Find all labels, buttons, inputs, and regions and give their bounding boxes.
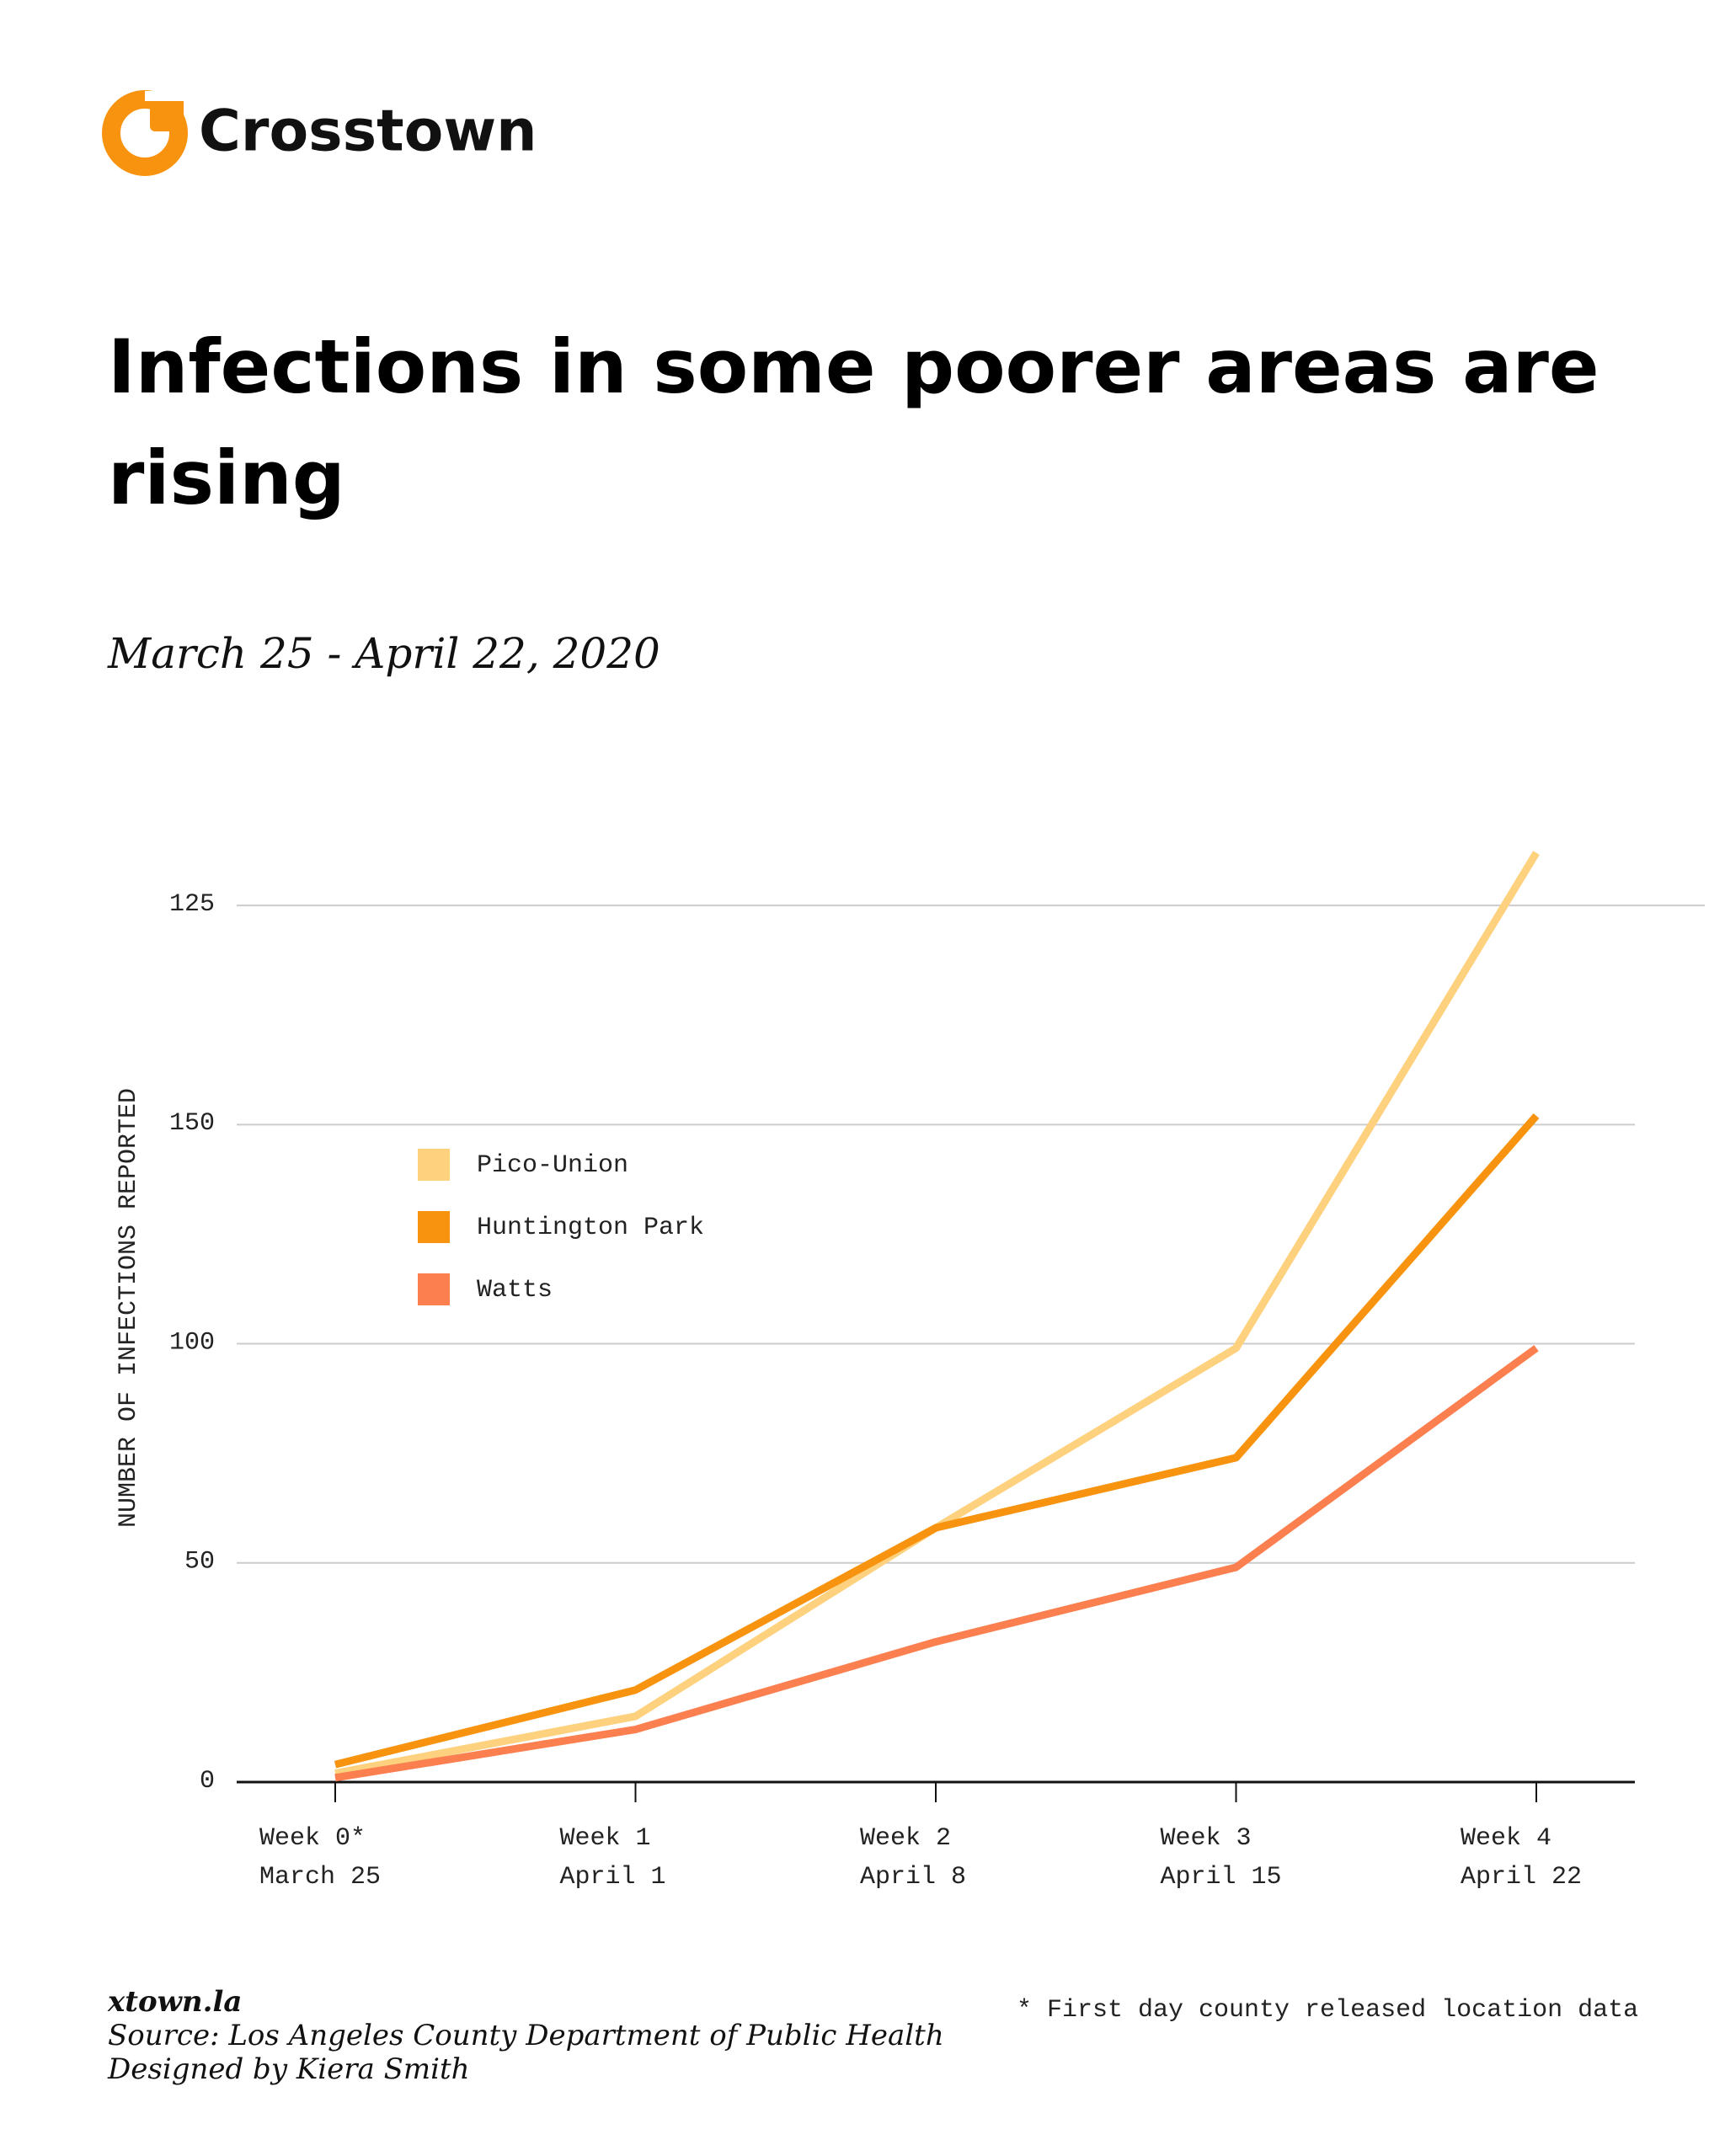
x-tick-date: April 8: [860, 1863, 966, 1892]
x-tick-date: April 1: [560, 1863, 666, 1892]
legend-label: Huntington Park: [477, 1214, 704, 1242]
x-tick-label: Week 3: [1161, 1824, 1252, 1853]
footer-site: xtown.la: [107, 1985, 242, 2019]
x-tick-label: Week 1: [560, 1824, 651, 1853]
chart-title: Infections in some poorer areas are risi…: [108, 323, 1599, 521]
y-tick-label: 125: [169, 890, 215, 919]
x-tick-date: March 25: [259, 1863, 381, 1892]
x-tick-date: April 22: [1461, 1863, 1582, 1892]
legend-swatch: [418, 1211, 450, 1243]
series-line: [334, 1345, 1539, 1782]
series-line: [334, 851, 1540, 1778]
logo-gap: [145, 91, 187, 101]
x-tick-label: Week 4: [1461, 1824, 1551, 1853]
x-tick-label: Week 0*: [259, 1824, 366, 1853]
logo-hand: [150, 94, 184, 131]
y-tick-label: 50: [184, 1548, 215, 1577]
legend-swatch: [418, 1149, 450, 1181]
footnote: * First day county released location dat…: [1017, 1996, 1638, 2025]
series-line: [334, 1113, 1540, 1769]
legend-label: Watts: [477, 1276, 553, 1305]
logo: [102, 90, 188, 176]
footer-credit: Designed by Kiera Smith: [107, 2052, 470, 2086]
y-axis-label: NUMBER OF INFECTIONS REPORTED: [115, 1088, 143, 1528]
footer-source: Source: Los Angeles County Department of…: [108, 2019, 944, 2052]
brand: Crosstown: [199, 99, 537, 165]
x-tick-label: Week 2: [860, 1824, 951, 1853]
y-tick-label: 150: [169, 1109, 215, 1138]
legend-swatch: [418, 1273, 450, 1305]
subtitle: March 25 - April 22, 2020: [107, 629, 660, 678]
x-tick-date: April 15: [1161, 1863, 1282, 1892]
y-tick-label: 0: [200, 1767, 215, 1796]
legend-label: Pico-Union: [477, 1151, 628, 1180]
y-tick-label: 100: [169, 1328, 215, 1357]
